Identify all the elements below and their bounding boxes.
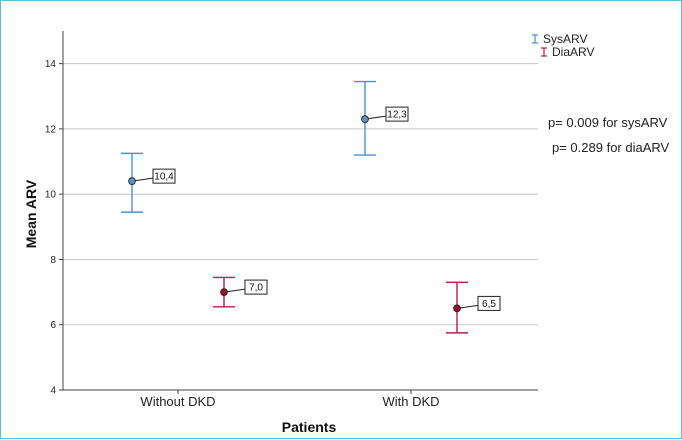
data-label-1-0: 7,0 bbox=[249, 283, 263, 294]
legend-item-sysarv: SysARV bbox=[532, 32, 587, 46]
axes bbox=[59, 31, 538, 394]
y-tick-label-14: 14 bbox=[45, 59, 57, 70]
y-tick-label-6: 6 bbox=[50, 320, 56, 331]
data-label-box-0-1 bbox=[385, 106, 409, 122]
y-tick-label-4: 4 bbox=[50, 386, 56, 397]
annotation-p-diaarv: p= 0.289 for diaARV bbox=[552, 140, 670, 155]
y-tick-labels: 4 6 8 10 12 14 bbox=[45, 59, 57, 396]
x-category-label-1: With DKD bbox=[382, 394, 439, 409]
y-axis-title: Mean ARV bbox=[23, 179, 39, 248]
y-tick-label-12: 12 bbox=[45, 124, 57, 135]
data-marks: 10,4 12,3 7,0 6,5 bbox=[121, 80, 501, 334]
legend: SysARV DiaARV bbox=[532, 32, 594, 59]
data-point-0-1 bbox=[361, 115, 369, 123]
legend-label-diaarv: DiaARV bbox=[552, 45, 594, 59]
x-category-labels: Without DKD With DKD bbox=[140, 394, 439, 409]
data-label-1-1: 6,5 bbox=[482, 299, 496, 310]
y-tick-label-10: 10 bbox=[45, 190, 57, 201]
data-label-box-0-0 bbox=[152, 168, 176, 184]
data-label-0-0: 10,4 bbox=[154, 172, 174, 183]
data-point-1-0 bbox=[220, 288, 228, 296]
data-label-box-1-0 bbox=[244, 279, 268, 295]
y-tick-label-8: 8 bbox=[50, 255, 56, 266]
annotation-p-sysarv: p= 0.009 for sysARV bbox=[548, 115, 668, 130]
x-category-label-0: Without DKD bbox=[140, 394, 215, 409]
legend-item-diaarv: DiaARV bbox=[541, 45, 594, 59]
gridlines bbox=[63, 63, 538, 326]
data-label-box-1-1 bbox=[477, 295, 501, 311]
legend-label-sysarv: SysARV bbox=[543, 32, 587, 46]
x-axis-title: Patients bbox=[282, 419, 337, 435]
data-point-0-0 bbox=[128, 177, 136, 185]
data-point-1-1 bbox=[453, 304, 461, 313]
data-label-0-1: 12,3 bbox=[387, 110, 407, 121]
